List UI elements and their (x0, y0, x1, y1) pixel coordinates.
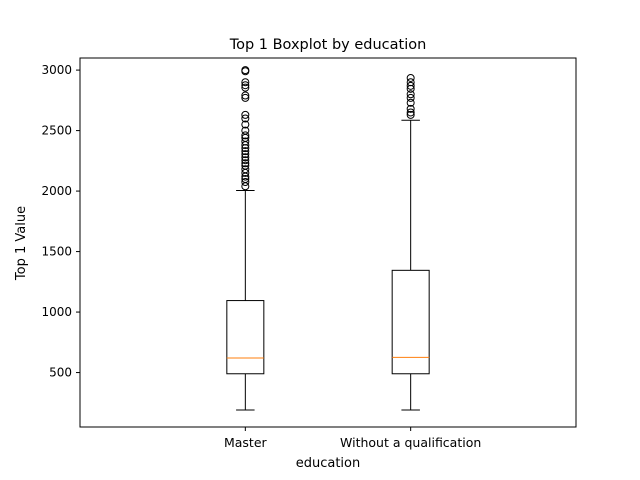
y-tick-label: 1000 (41, 305, 72, 319)
chart-title: Top 1 Boxplot by education (229, 37, 427, 53)
outlier-point (406, 104, 415, 113)
y-tick-label: 3000 (41, 63, 72, 77)
y-axis-label: Top 1 Value (14, 206, 29, 281)
y-tick-label: 2500 (41, 124, 72, 138)
outlier-point (406, 93, 415, 102)
outlier-point (241, 66, 250, 75)
outlier-point (406, 90, 415, 99)
outlier-point (241, 137, 250, 146)
x-tick-label: Without a qualification (340, 435, 481, 450)
outlier-point (241, 91, 250, 100)
axes-frame (79, 57, 577, 428)
outlier-point (241, 81, 250, 90)
outlier-point (241, 153, 250, 162)
x-tick-label: Master (224, 435, 268, 450)
outlier-point (406, 81, 415, 90)
y-axis: 500 1000 1500 2000 2500 3000 (41, 63, 80, 380)
outlier-point (241, 165, 250, 174)
outlier-point (241, 93, 250, 102)
x-axis: Master Without a qualification (224, 427, 481, 450)
outlier-point (241, 159, 250, 168)
outlier-point (241, 147, 250, 156)
box-iqr (391, 269, 430, 375)
outlier-point (241, 83, 250, 92)
outlier-point (241, 174, 250, 183)
y-tick-label: 2000 (41, 184, 72, 198)
outlier-point (406, 110, 415, 119)
outlier-point (241, 161, 250, 170)
plot-area (226, 66, 430, 411)
outlier-point (241, 78, 250, 87)
outlier-point (241, 110, 250, 119)
x-axis-label: education (296, 456, 361, 471)
outlier-point (406, 73, 415, 82)
outlier-point (241, 156, 250, 165)
outlier-point (241, 178, 250, 187)
outlier-point (241, 150, 250, 159)
outlier-point (406, 98, 415, 107)
outlier-point (241, 114, 250, 123)
box-iqr (226, 300, 265, 375)
box-group (226, 66, 265, 411)
outlier-point (241, 131, 250, 140)
box-group (391, 73, 430, 411)
y-tick-label: 500 (49, 366, 72, 380)
outlier-point (241, 126, 250, 135)
y-tick-label: 1500 (41, 245, 72, 259)
outlier-point (241, 120, 250, 129)
outlier-point (406, 108, 415, 117)
outlier-point (406, 78, 415, 87)
